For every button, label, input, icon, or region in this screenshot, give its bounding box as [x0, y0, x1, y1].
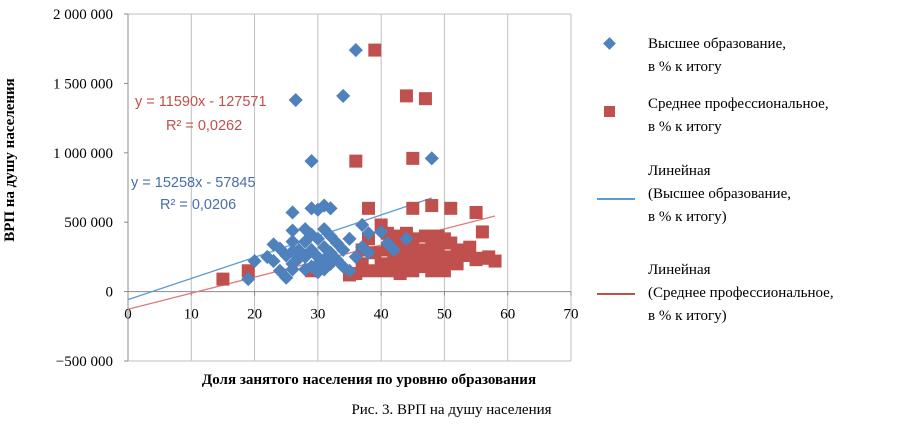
x-tick-label: 70 — [564, 307, 579, 323]
y-tick-label: 1 000 000 — [53, 146, 113, 162]
point-secondary — [406, 151, 420, 165]
y-tick-label: 500 000 — [64, 215, 113, 231]
point-higher — [247, 253, 262, 269]
point-higher — [288, 92, 303, 108]
legend-label-line: Среднее профессиональное, — [648, 96, 829, 112]
point-secondary — [469, 205, 483, 219]
point-higher — [386, 242, 401, 258]
point-higher — [342, 263, 357, 278]
x-tick-label: 10 — [184, 307, 199, 323]
data-points — [216, 43, 502, 287]
legend-marker-diamond — [603, 37, 616, 50]
point-secondary — [444, 201, 458, 215]
point-higher — [342, 231, 357, 246]
equation-higher-formula: y = 15258x - 57845 — [131, 175, 256, 191]
legend-item-trend-secondary: Линейная (Среднее профессиональное, в % … — [597, 262, 834, 324]
point-higher — [304, 154, 319, 169]
equation-higher-r2: R² = 0,0206 — [160, 197, 236, 213]
equation-higher: y = 15258x - 57845 R² = 0,0206 — [131, 175, 256, 213]
legend: Высшее образование, в % к итогу Среднее … — [597, 36, 834, 324]
point-secondary — [361, 264, 375, 278]
point-secondary — [418, 92, 432, 106]
legend-item-trend-higher: Линейная (Высшее образование, в % к итог… — [597, 163, 791, 225]
point-higher — [361, 245, 376, 260]
point-higher — [279, 270, 294, 285]
point-higher — [266, 253, 281, 269]
x-tick-label: 50 — [437, 307, 452, 323]
point-higher — [336, 242, 351, 258]
point-secondary — [216, 272, 230, 286]
x-tick-label: 60 — [500, 307, 515, 323]
point-higher — [355, 217, 370, 233]
y-tick-labels: −500 000 0 500 000 1 000 000 1 500 000 2 000 … — [53, 7, 113, 370]
point-secondary — [368, 43, 382, 57]
equation-secondary-r2: R² = 0,0262 — [166, 118, 242, 134]
x-tick-labels: 0 10 20 30 40 50 60 70 — [124, 307, 578, 323]
point-secondary — [475, 225, 489, 239]
point-higher — [336, 88, 351, 103]
legend-item-higher: Высшее образование, в % к итогу — [603, 36, 786, 75]
point-higher — [285, 262, 300, 277]
x-tick-label: 20 — [247, 307, 262, 323]
legend-label-line: в % к итогу — [648, 119, 722, 135]
equation-secondary-formula: y = 11590x - 127571 — [135, 94, 267, 110]
point-higher — [285, 205, 300, 220]
legend-label-line: (Высшее образование, — [648, 186, 791, 202]
point-higher — [285, 234, 300, 249]
point-secondary — [349, 154, 363, 168]
figure-caption: Рис. 3. ВРП на душу населения — [351, 402, 552, 418]
point-higher — [241, 272, 256, 287]
legend-label-line: Линейная — [648, 163, 711, 179]
point-higher — [285, 223, 300, 238]
x-axis-label: Доля занятого населения по уровню образо… — [202, 372, 536, 388]
point-higher — [323, 201, 338, 216]
scatter-chart: −500 000 0 500 000 1 000 000 1 500 000 2 000 … — [2, 7, 834, 388]
x-tick-label: 30 — [310, 307, 325, 323]
equation-secondary: y = 11590x - 127571 R² = 0,0262 — [135, 94, 267, 134]
legend-label-line: в % к итогу) — [648, 209, 727, 225]
point-secondary — [361, 201, 375, 215]
point-secondary — [406, 201, 420, 215]
point-higher — [424, 151, 439, 166]
y-tick-label: −500 000 — [56, 354, 113, 370]
point-higher — [374, 224, 389, 239]
legend-marker-square — [604, 106, 615, 117]
y-axis-label: ВРП на душу населения — [2, 78, 18, 242]
point-secondary — [488, 254, 502, 268]
point-secondary — [399, 89, 413, 103]
legend-label-line: Линейная — [648, 262, 711, 278]
point-higher — [310, 231, 325, 246]
legend-label-line: в % к итогу) — [648, 308, 727, 324]
y-tick-label: 2 000 000 — [53, 7, 113, 23]
x-tick-label: 0 — [124, 307, 132, 323]
point-higher — [399, 231, 414, 246]
legend-item-secondary: Среднее профессиональное, в % к итогу — [604, 96, 829, 135]
legend-label-line: в % к итогу — [648, 59, 722, 75]
point-secondary — [425, 199, 439, 213]
y-tick-label: 0 — [106, 285, 114, 301]
legend-label-line: Высшее образование, — [648, 36, 786, 52]
point-secondary — [241, 264, 255, 278]
point-higher — [348, 249, 363, 264]
point-higher — [348, 43, 363, 58]
legend-label-line: (Среднее профессиональное, — [648, 285, 834, 301]
point-higher — [361, 226, 376, 241]
y-tick-label: 1 500 000 — [53, 76, 113, 92]
x-tick-label: 40 — [374, 307, 389, 323]
axes — [124, 13, 572, 362]
grid-lines — [127, 13, 572, 362]
point-secondary — [463, 240, 477, 254]
